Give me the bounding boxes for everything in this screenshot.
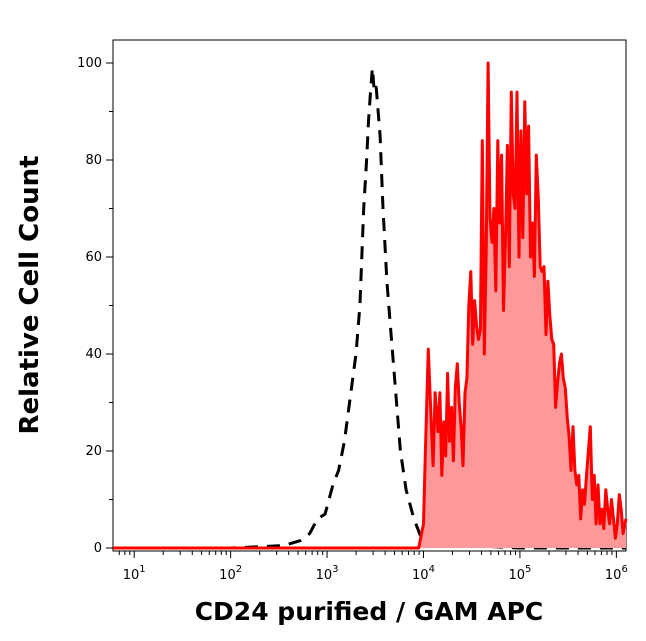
y-tick-label: 60 xyxy=(85,250,102,265)
x-tick-label: 101 xyxy=(123,564,146,583)
x-tick-label: 102 xyxy=(219,564,242,583)
y-tick-label: 20 xyxy=(85,444,102,459)
x-tick-label: 104 xyxy=(412,564,435,583)
y-tick-label: 80 xyxy=(85,153,102,168)
x-tick-label: 106 xyxy=(605,564,628,583)
x-tick-label: 103 xyxy=(316,564,339,583)
series-line-0 xyxy=(113,66,626,550)
x-axis-title: CD24 purified / GAM APC xyxy=(195,597,544,626)
y-axis-title: Relative Cell Count xyxy=(15,155,45,434)
y-tick-label: 100 xyxy=(77,56,102,71)
axes-layer: 0 20 40 60 80 100 101 102 103 104 105 106 xyxy=(77,56,628,583)
y-tick-label: 0 xyxy=(94,541,102,556)
series-line-1 xyxy=(113,61,628,550)
x-tick-label: 105 xyxy=(508,564,531,583)
y-tick-label: 40 xyxy=(85,347,102,362)
series-layer xyxy=(113,61,628,550)
